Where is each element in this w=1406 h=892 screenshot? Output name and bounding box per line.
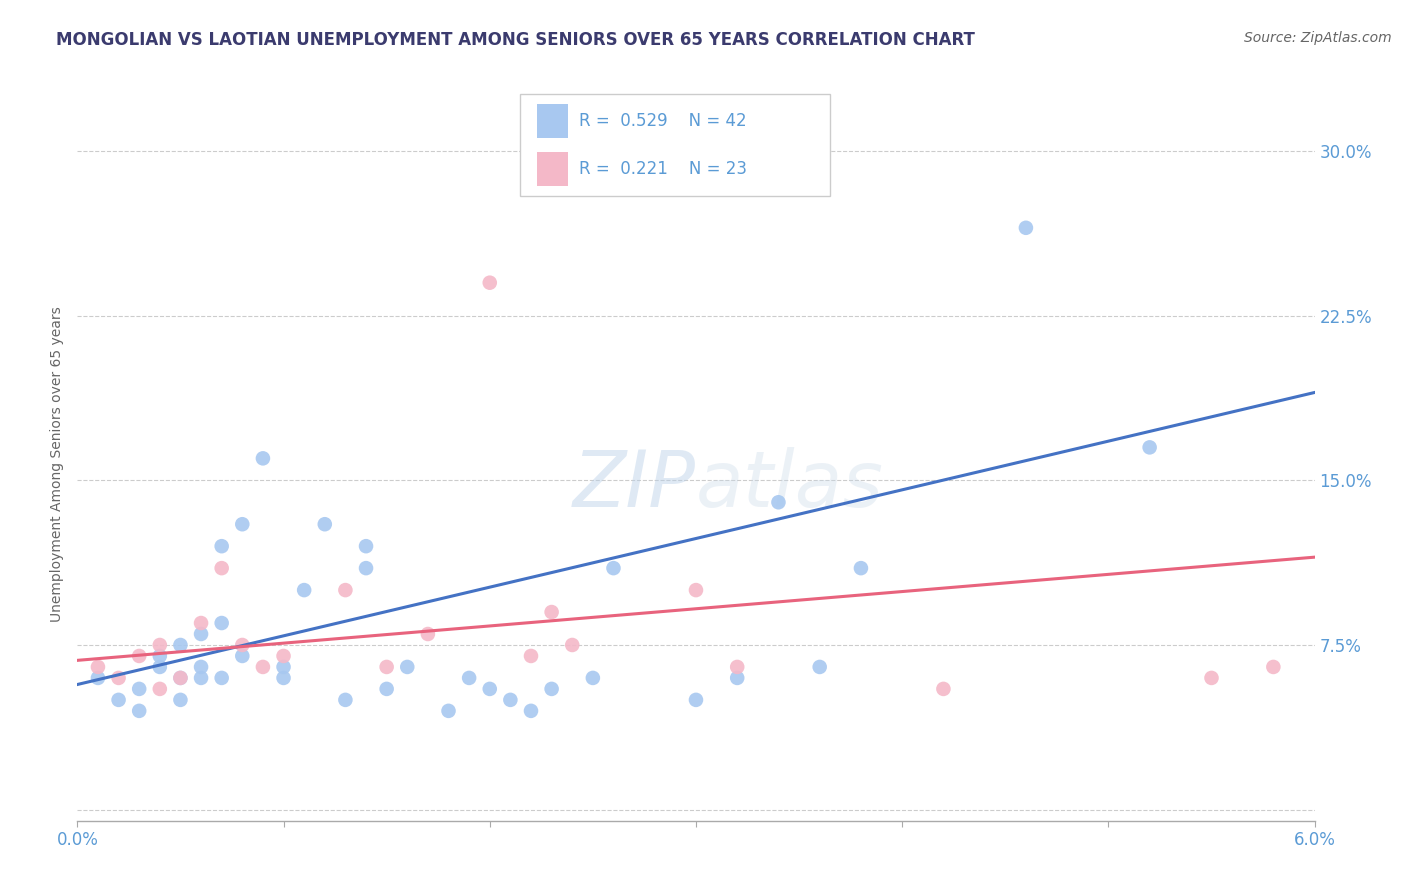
Point xyxy=(190,660,212,674)
Point xyxy=(375,681,398,696)
Point xyxy=(107,693,129,707)
Point xyxy=(725,671,748,685)
Point xyxy=(416,627,439,641)
Point xyxy=(107,671,129,685)
Point xyxy=(314,517,336,532)
Point xyxy=(540,605,562,619)
Point xyxy=(169,693,191,707)
Point xyxy=(190,627,212,641)
Point xyxy=(169,638,191,652)
Point xyxy=(458,671,481,685)
Point xyxy=(375,660,398,674)
Point xyxy=(190,671,212,685)
Point xyxy=(499,693,522,707)
Y-axis label: Unemployment Among Seniors over 65 years: Unemployment Among Seniors over 65 years xyxy=(51,306,65,622)
Point xyxy=(273,660,295,674)
Point xyxy=(231,648,253,663)
Point xyxy=(87,671,110,685)
Point xyxy=(211,671,233,685)
Point xyxy=(149,681,172,696)
Point xyxy=(252,451,274,466)
Text: R =  0.221    N = 23: R = 0.221 N = 23 xyxy=(579,160,747,178)
Point xyxy=(128,681,150,696)
Point xyxy=(128,704,150,718)
Point xyxy=(211,561,233,575)
Text: Source: ZipAtlas.com: Source: ZipAtlas.com xyxy=(1244,31,1392,45)
Point xyxy=(252,660,274,674)
Point xyxy=(478,681,501,696)
Point xyxy=(520,648,543,663)
Point xyxy=(685,693,707,707)
Text: R =  0.529    N = 42: R = 0.529 N = 42 xyxy=(579,112,747,130)
Point xyxy=(685,583,707,598)
Point xyxy=(932,681,955,696)
Point xyxy=(520,704,543,718)
Point xyxy=(128,648,150,663)
Point xyxy=(273,648,295,663)
Point xyxy=(149,638,172,652)
Point xyxy=(354,539,377,553)
Text: atlas: atlas xyxy=(696,447,884,524)
Point xyxy=(849,561,872,575)
Point xyxy=(478,276,501,290)
Point xyxy=(725,660,748,674)
Point xyxy=(1201,671,1223,685)
Point xyxy=(808,660,831,674)
Point xyxy=(396,660,419,674)
Point xyxy=(169,671,191,685)
Point xyxy=(169,671,191,685)
Point xyxy=(335,583,357,598)
Point xyxy=(335,693,357,707)
Point xyxy=(1139,441,1161,455)
Point xyxy=(292,583,315,598)
Point xyxy=(602,561,624,575)
Point xyxy=(231,638,253,652)
Point xyxy=(540,681,562,696)
Point xyxy=(1263,660,1285,674)
Point xyxy=(149,648,172,663)
Point xyxy=(354,561,377,575)
Point xyxy=(87,660,110,674)
Text: ZIP: ZIP xyxy=(574,447,696,524)
Point xyxy=(190,615,212,630)
Point xyxy=(1015,220,1038,235)
Point xyxy=(437,704,460,718)
Point xyxy=(211,539,233,553)
Point xyxy=(231,517,253,532)
Point xyxy=(768,495,790,509)
Text: MONGOLIAN VS LAOTIAN UNEMPLOYMENT AMONG SENIORS OVER 65 YEARS CORRELATION CHART: MONGOLIAN VS LAOTIAN UNEMPLOYMENT AMONG … xyxy=(56,31,976,49)
Point xyxy=(211,615,233,630)
Point xyxy=(582,671,605,685)
Point xyxy=(273,671,295,685)
Point xyxy=(561,638,583,652)
Point xyxy=(149,660,172,674)
